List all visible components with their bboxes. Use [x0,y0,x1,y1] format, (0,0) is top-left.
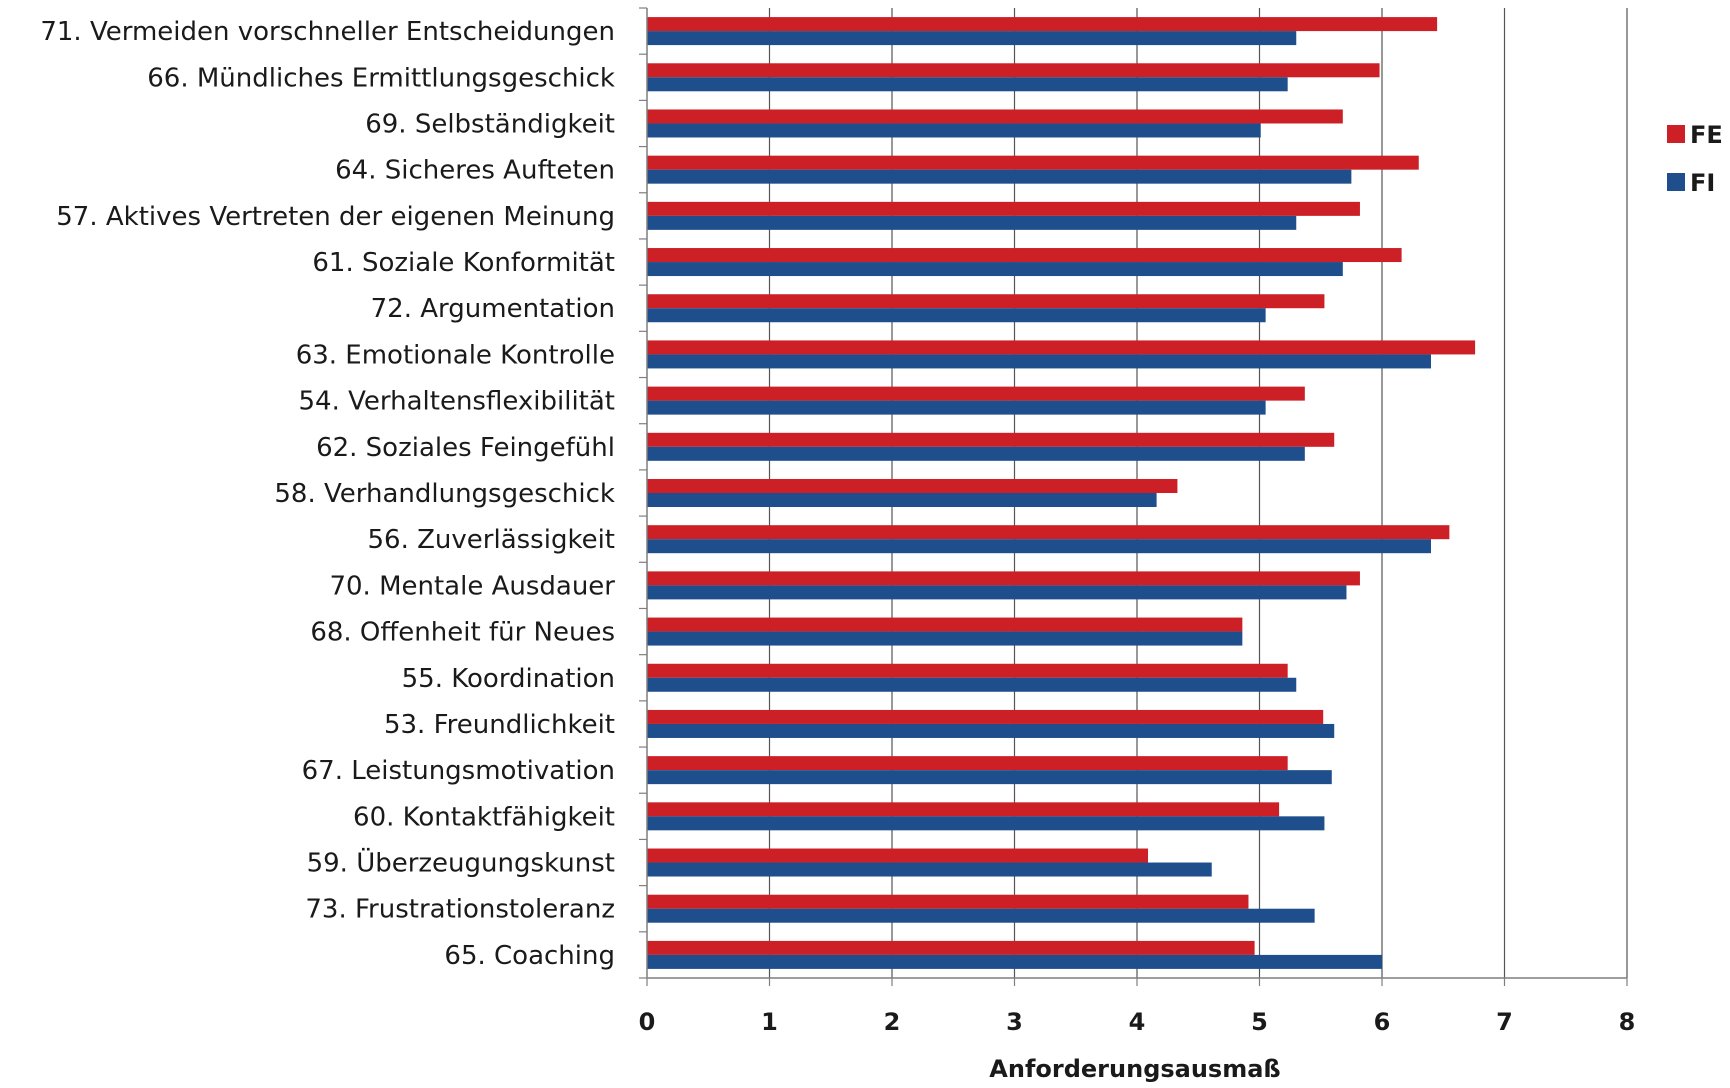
x-tick-label: 8 [1619,1008,1636,1036]
bar-fe-14 [647,663,1288,678]
bar-fi-16 [647,770,1332,785]
category-label: 61. Soziale Konformität [312,248,615,278]
legend-label-fe: FE [1690,121,1723,149]
legend: FE FI [1667,121,1723,197]
bar-fe-15 [647,709,1324,724]
bar-series [647,17,1476,969]
bar-fi-13 [647,631,1243,646]
bar-fi-19 [647,908,1315,923]
legend-swatch-fi [1667,173,1685,191]
category-label: 60. Kontaktfähigkeit [353,802,615,832]
category-label: 70. Mentale Ausdauer [329,571,615,601]
legend-label-fi: FI [1690,169,1715,197]
bar-fe-20 [647,940,1255,955]
category-label: 59. Überzeugungskunst [307,847,615,879]
bar-fi-18 [647,862,1212,877]
bar-fe-19 [647,894,1249,909]
bar-fi-2 [647,123,1261,138]
bar-fe-11 [647,525,1450,540]
x-tick-label: 5 [1251,1008,1268,1036]
bar-fe-4 [647,201,1360,216]
bar-fi-6 [647,308,1266,323]
bar-fe-3 [647,155,1419,170]
category-label: 57. Aktives Vertreten der eigenen Meinun… [56,202,615,232]
axes [639,7,1628,986]
category-label: 63. Emotionale Kontrolle [296,340,615,370]
category-label: 67. Leistungsmotivation [302,756,615,786]
bar-fi-15 [647,723,1335,738]
category-label: 55. Koordination [402,664,615,694]
bar-fe-0 [647,17,1438,32]
category-label: 73. Frustrationstoleranz [305,895,615,925]
x-tick-label: 6 [1374,1008,1391,1036]
category-labels: 71. Vermeiden vorschneller Entscheidunge… [40,17,615,971]
category-label: 69. Selbständigkeit [365,109,615,139]
bar-fe-10 [647,479,1178,493]
x-tick-label: 2 [884,1008,901,1036]
category-label: 54. Verhaltensflexibilität [299,387,615,417]
bar-fi-0 [647,31,1297,46]
x-tick-label: 7 [1496,1008,1513,1036]
bar-fe-9 [647,432,1335,447]
x-tick-label: 4 [1129,1008,1146,1036]
bar-fi-20 [647,954,1382,969]
bar-fi-11 [647,539,1431,554]
category-label: 65. Coaching [444,941,615,971]
category-label: 66. Mündliches Ermittlungsgeschick [147,63,615,93]
x-tick-labels: 0 1 2 3 4 5 6 7 8 [639,1008,1636,1036]
x-tick-label: 1 [761,1008,778,1036]
bar-fi-1 [647,77,1288,92]
bar-fe-12 [647,571,1360,586]
bar-fe-1 [647,63,1380,78]
bar-fi-3 [647,169,1352,184]
bar-fi-5 [647,262,1343,277]
x-tick-label: 0 [639,1008,656,1036]
x-tick-label: 3 [1006,1008,1023,1036]
bar-fi-17 [647,816,1325,831]
bar-fe-18 [647,848,1149,863]
category-label: 68. Offenheit für Neues [310,618,615,648]
bar-fi-14 [647,677,1297,692]
legend-swatch-fe [1667,125,1685,143]
bar-fe-7 [647,340,1476,355]
bar-fi-12 [647,585,1347,600]
category-label: 62. Soziales Feingefühl [316,433,615,463]
bar-fe-5 [647,248,1402,263]
bar-fi-7 [647,354,1431,369]
bar-fi-9 [647,446,1305,461]
bar-fi-10 [647,493,1157,507]
bar-fe-2 [647,109,1343,124]
category-label: 71. Vermeiden vorschneller Entscheidunge… [40,17,615,47]
category-label: 53. Freundlichkeit [384,710,615,740]
x-axis-title: Anforderungsausmaß [989,1055,1280,1083]
bar-fe-6 [647,294,1325,309]
bar-fe-16 [647,756,1288,771]
bar-fe-17 [647,802,1280,817]
bar-fe-13 [647,617,1243,632]
bar-fe-8 [647,386,1305,401]
bar-fi-8 [647,400,1266,415]
category-label: 58. Verhandlungsgeschick [274,479,615,509]
category-label: 64. Sicheres Aufteten [335,156,615,186]
category-label: 56. Zuverlässigkeit [368,525,616,555]
category-label: 72. Argumentation [371,294,615,324]
bar-fi-4 [647,215,1297,230]
